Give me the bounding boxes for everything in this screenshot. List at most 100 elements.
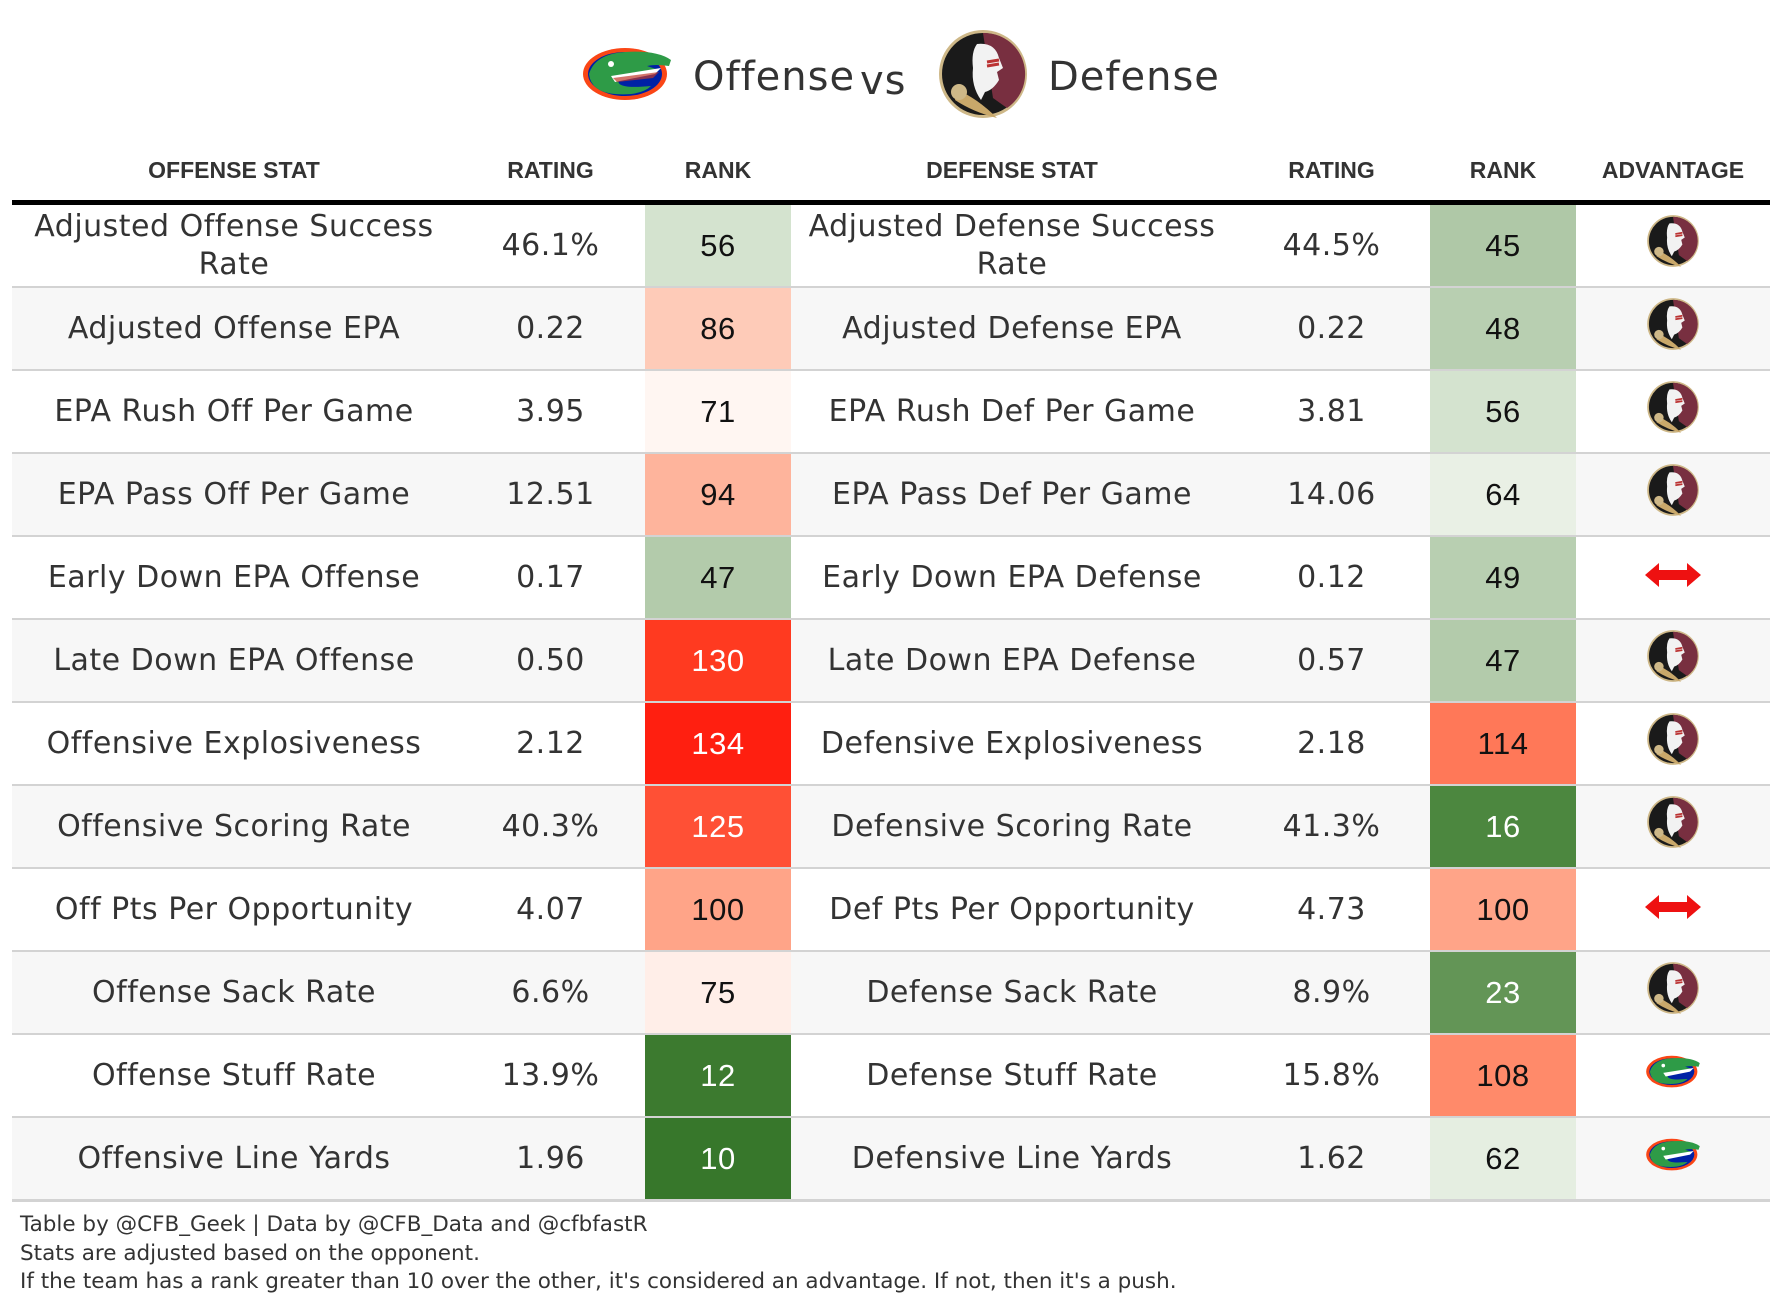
defense-rating-cell: 0.57 xyxy=(1233,619,1430,703)
col-advantage: ADVANTAGE xyxy=(1576,140,1770,205)
offense-stat-cell: Adjusted Offense EPA xyxy=(12,287,456,371)
defense-rating-cell: 1.62 xyxy=(1233,1117,1430,1202)
defense-rating-cell: 41.3% xyxy=(1233,785,1430,869)
title-bar: Offense vs Defense xyxy=(0,24,1770,124)
defense-rank-cell: 16 xyxy=(1430,785,1576,869)
defense-rank-cell: 62 xyxy=(1430,1117,1576,1202)
offense-rank-cell: 12 xyxy=(645,1034,791,1118)
advantage-cell xyxy=(1576,287,1770,371)
offense-rating-cell: 13.9% xyxy=(456,1034,645,1118)
col-defense-stat: DEFENSE STAT xyxy=(791,140,1233,205)
col-offense-rank: RANK xyxy=(645,140,791,205)
defense-rank-cell: 100 xyxy=(1430,868,1576,952)
offense-rating-cell: 6.6% xyxy=(456,951,645,1035)
seminoles-logo-icon xyxy=(1646,214,1700,278)
defense-rank-cell: 23 xyxy=(1430,951,1576,1035)
defense-rating-cell: 15.8% xyxy=(1233,1034,1430,1118)
table-row: Late Down EPA Offense 0.50 130 Late Down EP… xyxy=(12,619,1770,703)
advantage-cell xyxy=(1576,619,1770,703)
footnotes: Table by @CFB_Geek | Data by @CFB_Data a… xyxy=(20,1211,1177,1297)
table-row: Off Pts Per Opportunity 4.07 100 Def Pts Pe… xyxy=(12,868,1770,952)
defense-rank-cell: 64 xyxy=(1430,453,1576,537)
defense-rank-cell: 49 xyxy=(1430,536,1576,620)
offense-rank-cell: 86 xyxy=(645,287,791,371)
table-row: Offensive Explosiveness 2.12 134 Defensive … xyxy=(12,702,1770,786)
defense-rating-cell: 3.81 xyxy=(1233,370,1430,454)
seminoles-logo-icon xyxy=(1646,795,1700,859)
footnote-advantage-rule: If the team has a rank greater than 10 o… xyxy=(20,1269,1177,1294)
defense-rating-cell: 0.22 xyxy=(1233,287,1430,371)
advantage-cell xyxy=(1576,951,1770,1035)
push-arrow-icon xyxy=(1645,891,1701,929)
offense-stat-cell: Offensive Scoring Rate xyxy=(12,785,456,869)
table-row: EPA Rush Off Per Game 3.95 71 EPA Rush Def … xyxy=(12,370,1770,454)
offense-rank-cell: 71 xyxy=(645,370,791,454)
defense-rank-cell: 56 xyxy=(1430,370,1576,454)
offense-rating-cell: 0.17 xyxy=(456,536,645,620)
defense-rank-cell: 45 xyxy=(1430,202,1576,288)
offense-rating-cell: 12.51 xyxy=(456,453,645,537)
gators-logo-icon xyxy=(1645,1052,1701,1100)
offense-stat-cell: EPA Pass Off Per Game xyxy=(12,453,456,537)
offense-stat-cell: Off Pts Per Opportunity xyxy=(12,868,456,952)
push-arrow-icon xyxy=(1645,559,1701,597)
offense-stat-cell: Offensive Line Yards xyxy=(12,1117,456,1202)
defense-rating-cell: 14.06 xyxy=(1233,453,1430,537)
defense-stat-cell: Defensive Scoring Rate xyxy=(791,785,1233,869)
advantage-cell xyxy=(1576,202,1770,288)
table-row: Offense Sack Rate 6.6% 75 Defense Sack Rate… xyxy=(12,951,1770,1035)
header-row: OFFENSE STAT RATING RANK DEFENSE STAT RA… xyxy=(12,140,1770,205)
defense-stat-cell: Early Down EPA Defense xyxy=(791,536,1233,620)
defense-rating-cell: 8.9% xyxy=(1233,951,1430,1035)
offense-stat-cell: Early Down EPA Offense xyxy=(12,536,456,620)
defense-rating-cell: 2.18 xyxy=(1233,702,1430,786)
defense-rating-cell: 44.5% xyxy=(1233,202,1430,288)
defense-rank-cell: 114 xyxy=(1430,702,1576,786)
defense-stat-cell: Defense Sack Rate xyxy=(791,951,1233,1035)
table-row: Offense Stuff Rate 13.9% 12 Defense Stuff R… xyxy=(12,1034,1770,1118)
offense-rank-cell: 130 xyxy=(645,619,791,703)
advantage-cell xyxy=(1576,1117,1770,1202)
defense-stat-cell: Late Down EPA Defense xyxy=(791,619,1233,703)
table-row: Offensive Line Yards 1.96 10 Defensive Line… xyxy=(12,1117,1770,1202)
offense-stat-cell: Adjusted Offense Success Rate xyxy=(12,202,456,288)
advantage-cell xyxy=(1576,785,1770,869)
offense-rating-cell: 1.96 xyxy=(456,1117,645,1202)
defense-rating-cell: 4.73 xyxy=(1233,868,1430,952)
seminoles-logo-icon xyxy=(1646,380,1700,444)
advantage-cell xyxy=(1576,868,1770,952)
col-offense-rating: RATING xyxy=(456,140,645,205)
offense-rating-cell: 0.50 xyxy=(456,619,645,703)
defense-stat-cell: EPA Rush Def Per Game xyxy=(791,370,1233,454)
table-row: Adjusted Offense EPA 0.22 86 Adjusted Defen… xyxy=(12,287,1770,371)
col-offense-stat: OFFENSE STAT xyxy=(12,140,456,205)
advantage-cell xyxy=(1576,370,1770,454)
advantage-cell xyxy=(1576,536,1770,620)
offense-rank-cell: 125 xyxy=(645,785,791,869)
seminoles-logo-icon xyxy=(1646,712,1700,776)
table-row: Offensive Scoring Rate 40.3% 125 Defensive … xyxy=(12,785,1770,869)
seminoles-logo-icon xyxy=(1646,961,1700,1025)
offense-rank-cell: 56 xyxy=(645,202,791,288)
advantage-cell xyxy=(1576,702,1770,786)
advantage-cell xyxy=(1576,1034,1770,1118)
offense-rating-cell: 46.1% xyxy=(456,202,645,288)
footnote-adjusted: Stats are adjusted based on the opponent… xyxy=(20,1240,480,1266)
defense-stat-cell: Defensive Explosiveness xyxy=(791,702,1233,786)
defense-stat-cell: Defense Stuff Rate xyxy=(791,1034,1233,1118)
defense-rating-cell: 0.12 xyxy=(1233,536,1430,620)
col-defense-rank: RANK xyxy=(1430,140,1576,205)
table-row: EPA Pass Off Per Game 12.51 94 EPA Pass Def… xyxy=(12,453,1770,537)
offense-rating-cell: 3.95 xyxy=(456,370,645,454)
offense-rating-cell: 4.07 xyxy=(456,868,645,952)
offense-rank-cell: 10 xyxy=(645,1117,791,1202)
table-row: Adjusted Offense Success Rate 46.1% 56 Adju… xyxy=(12,202,1770,288)
defense-stat-cell: Adjusted Defense EPA xyxy=(791,287,1233,371)
offense-title: Offense xyxy=(693,54,856,100)
offense-stat-cell: Offense Sack Rate xyxy=(12,951,456,1035)
defense-rank-cell: 108 xyxy=(1430,1034,1576,1118)
defense-stat-cell: Defensive Line Yards xyxy=(791,1117,1233,1202)
defense-stat-cell: EPA Pass Def Per Game xyxy=(791,453,1233,537)
offense-stat-cell: Offensive Explosiveness xyxy=(12,702,456,786)
offense-rating-cell: 0.22 xyxy=(456,287,645,371)
